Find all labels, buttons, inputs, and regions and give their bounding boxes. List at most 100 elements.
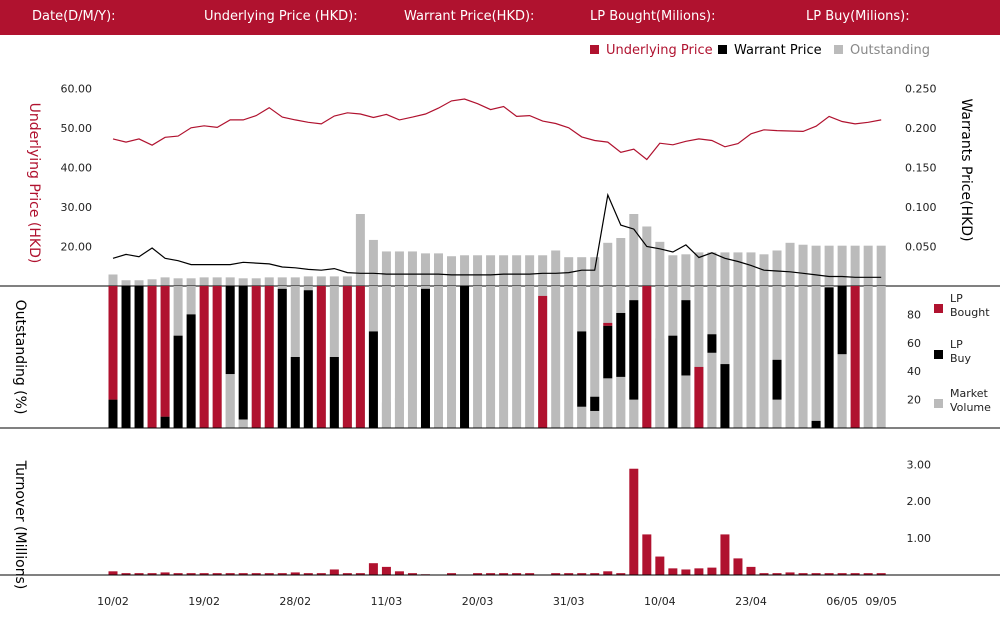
- outstanding-fill-bar: [811, 286, 821, 428]
- x-tick-label: 28/02: [279, 595, 311, 608]
- lp-buy-bar: [329, 357, 339, 428]
- lp-bought-bar: [108, 286, 118, 400]
- outstanding-bar: [186, 278, 196, 286]
- outstanding-bar: [121, 280, 131, 286]
- outstanding-bar: [355, 214, 365, 286]
- turnover-bar: [863, 573, 873, 575]
- outstanding-bar: [225, 277, 235, 286]
- turnover-bar: [355, 573, 365, 575]
- turnover-bar: [590, 573, 600, 575]
- lp-bought-bar: [850, 286, 860, 428]
- outstanding-bar: [486, 255, 496, 286]
- y-right-tick-label: 0.250: [905, 82, 937, 95]
- outstanding-bar: [850, 245, 860, 286]
- turnover-bar: [564, 573, 574, 575]
- y-left-tick-label: 50.00: [61, 122, 93, 135]
- mid-legend-marker: [934, 350, 943, 359]
- mid-legend-label: Volume: [950, 401, 991, 414]
- y-right-tick-label: 0.200: [905, 122, 937, 135]
- turnover-bar: [499, 573, 509, 575]
- lp-buy-bar: [460, 286, 470, 428]
- outstanding-fill-bar: [759, 286, 769, 428]
- turnover-bar: [394, 571, 404, 575]
- outstanding-bar: [381, 251, 391, 286]
- turnover-bar: [147, 573, 157, 575]
- turnover-bar: [837, 573, 847, 575]
- turnover-bar: [759, 573, 769, 575]
- outstanding-bar: [577, 257, 587, 286]
- outstanding-fill-bar: [785, 286, 795, 428]
- date-label: Date(D/M/Y):: [32, 9, 116, 24]
- outstanding-bar: [798, 244, 808, 286]
- outstanding-bar: [616, 238, 626, 286]
- outstanding-bar: [368, 239, 378, 286]
- turnover-bar: [108, 571, 118, 575]
- lp-bought-bar: [264, 286, 274, 428]
- mid-legend-label: LP: [950, 338, 963, 351]
- outstanding-bar: [303, 276, 313, 286]
- lp-buy-bar: [238, 286, 248, 420]
- chart-area: 20.00 30.00 40.00 50.00 60.00 0.050 0.100 0.150…: [0, 43, 1000, 608]
- lp-bought-bar: [642, 286, 652, 428]
- lp-buy-bar: [290, 357, 300, 428]
- lp-buy-bar: [603, 325, 613, 379]
- mid-legend-label: Buy: [950, 352, 972, 365]
- outstanding-fill-bar: [551, 286, 561, 428]
- turnover-bar: [772, 573, 782, 575]
- lp-bought-bar: [603, 322, 613, 326]
- lp-bought-bar: [538, 295, 548, 428]
- legend-marker: [718, 45, 727, 54]
- outstanding-bar: [811, 245, 821, 286]
- lp-buy-bar: [108, 399, 118, 428]
- outstanding-bar: [173, 278, 183, 286]
- turnover-bar: [655, 556, 665, 575]
- outstanding-bar: [681, 254, 691, 286]
- turnover-bar: [512, 573, 522, 575]
- lp-bought-bar: [355, 286, 365, 428]
- outstanding-bar: [147, 279, 157, 286]
- outstanding-fill-bar: [407, 286, 417, 428]
- mid-legend-marker: [934, 304, 943, 313]
- y-left-axis-title: Underlying Price (HKD): [26, 103, 42, 264]
- x-tick-label: 23/04: [735, 595, 767, 608]
- lp-buy-bar: [121, 286, 131, 428]
- turnover-bar: [212, 573, 222, 575]
- outstanding-bar: [863, 245, 873, 286]
- outstanding-bar: [199, 277, 209, 286]
- outstanding-bar: [876, 245, 886, 286]
- legend-marker: [834, 45, 843, 54]
- lp-buy-bar: [186, 314, 196, 428]
- turnover-bar: [746, 566, 756, 575]
- lp-buy-bar: [277, 288, 287, 428]
- market-volume-bar: [616, 376, 626, 428]
- warrant-price-label: Warrant Price(HKD):: [404, 9, 535, 24]
- outstanding-bar: [290, 277, 300, 286]
- y-left-tick-label: 60.00: [61, 82, 93, 95]
- outstanding-bar: [108, 274, 118, 286]
- turnover-bar: [733, 558, 743, 575]
- outstanding-bar: [655, 241, 665, 286]
- mid-legend-label: Market: [950, 387, 988, 400]
- outstanding-fill-bar: [564, 286, 574, 428]
- market-volume-bar: [629, 399, 639, 428]
- turnover-bar: [264, 573, 274, 575]
- mid-legend-label: LP: [950, 292, 963, 305]
- legend-label: Underlying Price: [606, 43, 713, 58]
- outstanding-bar: [342, 276, 352, 286]
- market-volume-bar: [590, 410, 600, 428]
- outstanding-bar: [277, 277, 287, 286]
- outstanding-bar: [837, 245, 847, 286]
- market-volume-bar: [238, 419, 248, 428]
- outstanding-bar: [746, 252, 756, 286]
- turnover-bar: [121, 573, 131, 575]
- outstanding-fill-bar: [863, 286, 873, 428]
- mid-y-tick-label: 20: [907, 394, 921, 407]
- y-left-tick-label: 40.00: [61, 161, 93, 174]
- mid-y-axis-title: Outstanding (%): [12, 300, 28, 415]
- market-volume-bar: [381, 402, 391, 428]
- outstanding-fill-bar: [772, 286, 782, 428]
- outstanding-bar: [785, 242, 795, 286]
- outstanding-bar: [512, 255, 522, 286]
- outstanding-bar: [316, 276, 326, 286]
- lp-bought-bar: [160, 286, 170, 417]
